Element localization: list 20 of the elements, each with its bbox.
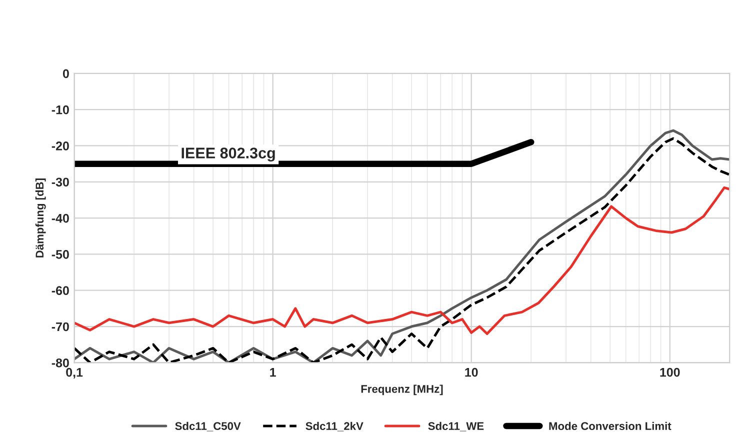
- x-tick-label: 0,1: [66, 368, 83, 379]
- legend-label: Sdc11_WE: [428, 422, 484, 432]
- y-tick-label: -70: [52, 322, 69, 332]
- annotation: IEEE 802.3cg: [182, 148, 275, 162]
- x-tick-label: 1: [270, 368, 276, 377]
- y-axis-title: Dämpfung [dB]: [35, 178, 46, 258]
- y-tick-label: -40: [52, 214, 69, 223]
- x-tick-label: 10: [465, 368, 478, 377]
- y-tick-label: -50: [52, 250, 69, 259]
- x-tick-label: 100: [660, 368, 680, 377]
- y-tick-label: -10: [52, 105, 69, 114]
- y-tick-label: -60: [52, 286, 69, 296]
- y-tick-label: 0: [62, 69, 69, 78]
- y-tick-label: -80: [52, 358, 69, 368]
- legend-label: Mode Conversion Limit: [549, 422, 672, 430]
- y-tick-label: -20: [52, 142, 69, 150]
- y-tick-label: -30: [52, 178, 69, 187]
- legend-label: Sdc11_C50V: [175, 422, 241, 432]
- x-axis-title: Frequenz [MHz]: [361, 384, 443, 396]
- legend-label: Sdc11_2kV: [306, 422, 364, 432]
